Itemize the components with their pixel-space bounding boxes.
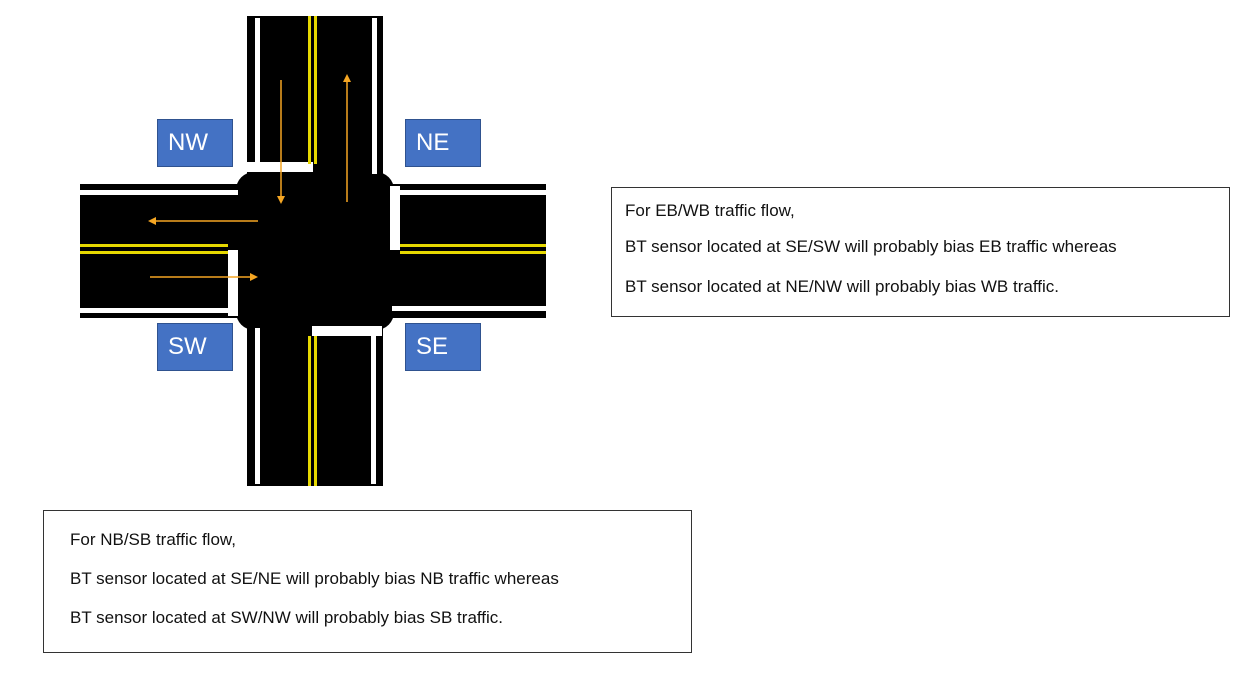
south-center-line-a <box>308 336 311 486</box>
eb-wb-note-box: For EB/WB traffic flow, BT sensor locate… <box>611 187 1230 317</box>
eb-wb-note-line-3: BT sensor located at NE/NW will probably… <box>625 277 1059 296</box>
intersection-diagram <box>80 16 546 486</box>
intersection-center <box>236 172 394 330</box>
north-center-line-b <box>314 16 317 164</box>
eb-wb-note-line-2: BT sensor located at SE/SW will probably… <box>625 237 1117 256</box>
east-edge-line-top <box>396 190 546 195</box>
label-nw: NW <box>157 119 233 167</box>
nb-sb-note-box: For NB/SB traffic flow, BT sensor locate… <box>43 510 692 653</box>
eb-wb-note-line-1: For EB/WB traffic flow, <box>625 201 795 220</box>
west-stop-bar <box>228 250 238 316</box>
north-edge-line-left <box>255 18 260 166</box>
west-center-line-b <box>80 251 228 254</box>
north-edge-line-right <box>372 18 377 174</box>
nb-sb-note-line-1: For NB/SB traffic flow, <box>70 530 236 549</box>
eastbound-arrow <box>150 273 258 281</box>
north-stop-bar <box>247 162 313 172</box>
south-stop-bar <box>312 326 382 336</box>
northbound-arrow <box>343 74 351 202</box>
east-edge-line-bottom <box>392 306 546 311</box>
nb-sb-note-line-3: BT sensor located at SW/NW will probably… <box>70 608 504 627</box>
east-center-line-b <box>400 251 546 254</box>
south-edge-line-right <box>371 330 376 484</box>
west-edge-line-bottom <box>80 308 238 313</box>
nb-sb-note-line-2: BT sensor located at SE/NE will probably… <box>70 569 559 588</box>
westbound-arrow <box>148 217 258 225</box>
west-center-line-a <box>80 244 228 247</box>
label-sw: SW <box>157 323 233 371</box>
west-edge-line-top <box>80 190 238 195</box>
south-edge-line-left <box>255 328 260 484</box>
south-center-line-b <box>314 336 317 486</box>
east-stop-bar <box>390 186 400 250</box>
label-ne: NE <box>405 119 481 167</box>
southbound-arrow <box>277 80 285 204</box>
east-center-line-a <box>400 244 546 247</box>
label-se: SE <box>405 323 481 371</box>
north-center-line-a <box>308 16 311 164</box>
